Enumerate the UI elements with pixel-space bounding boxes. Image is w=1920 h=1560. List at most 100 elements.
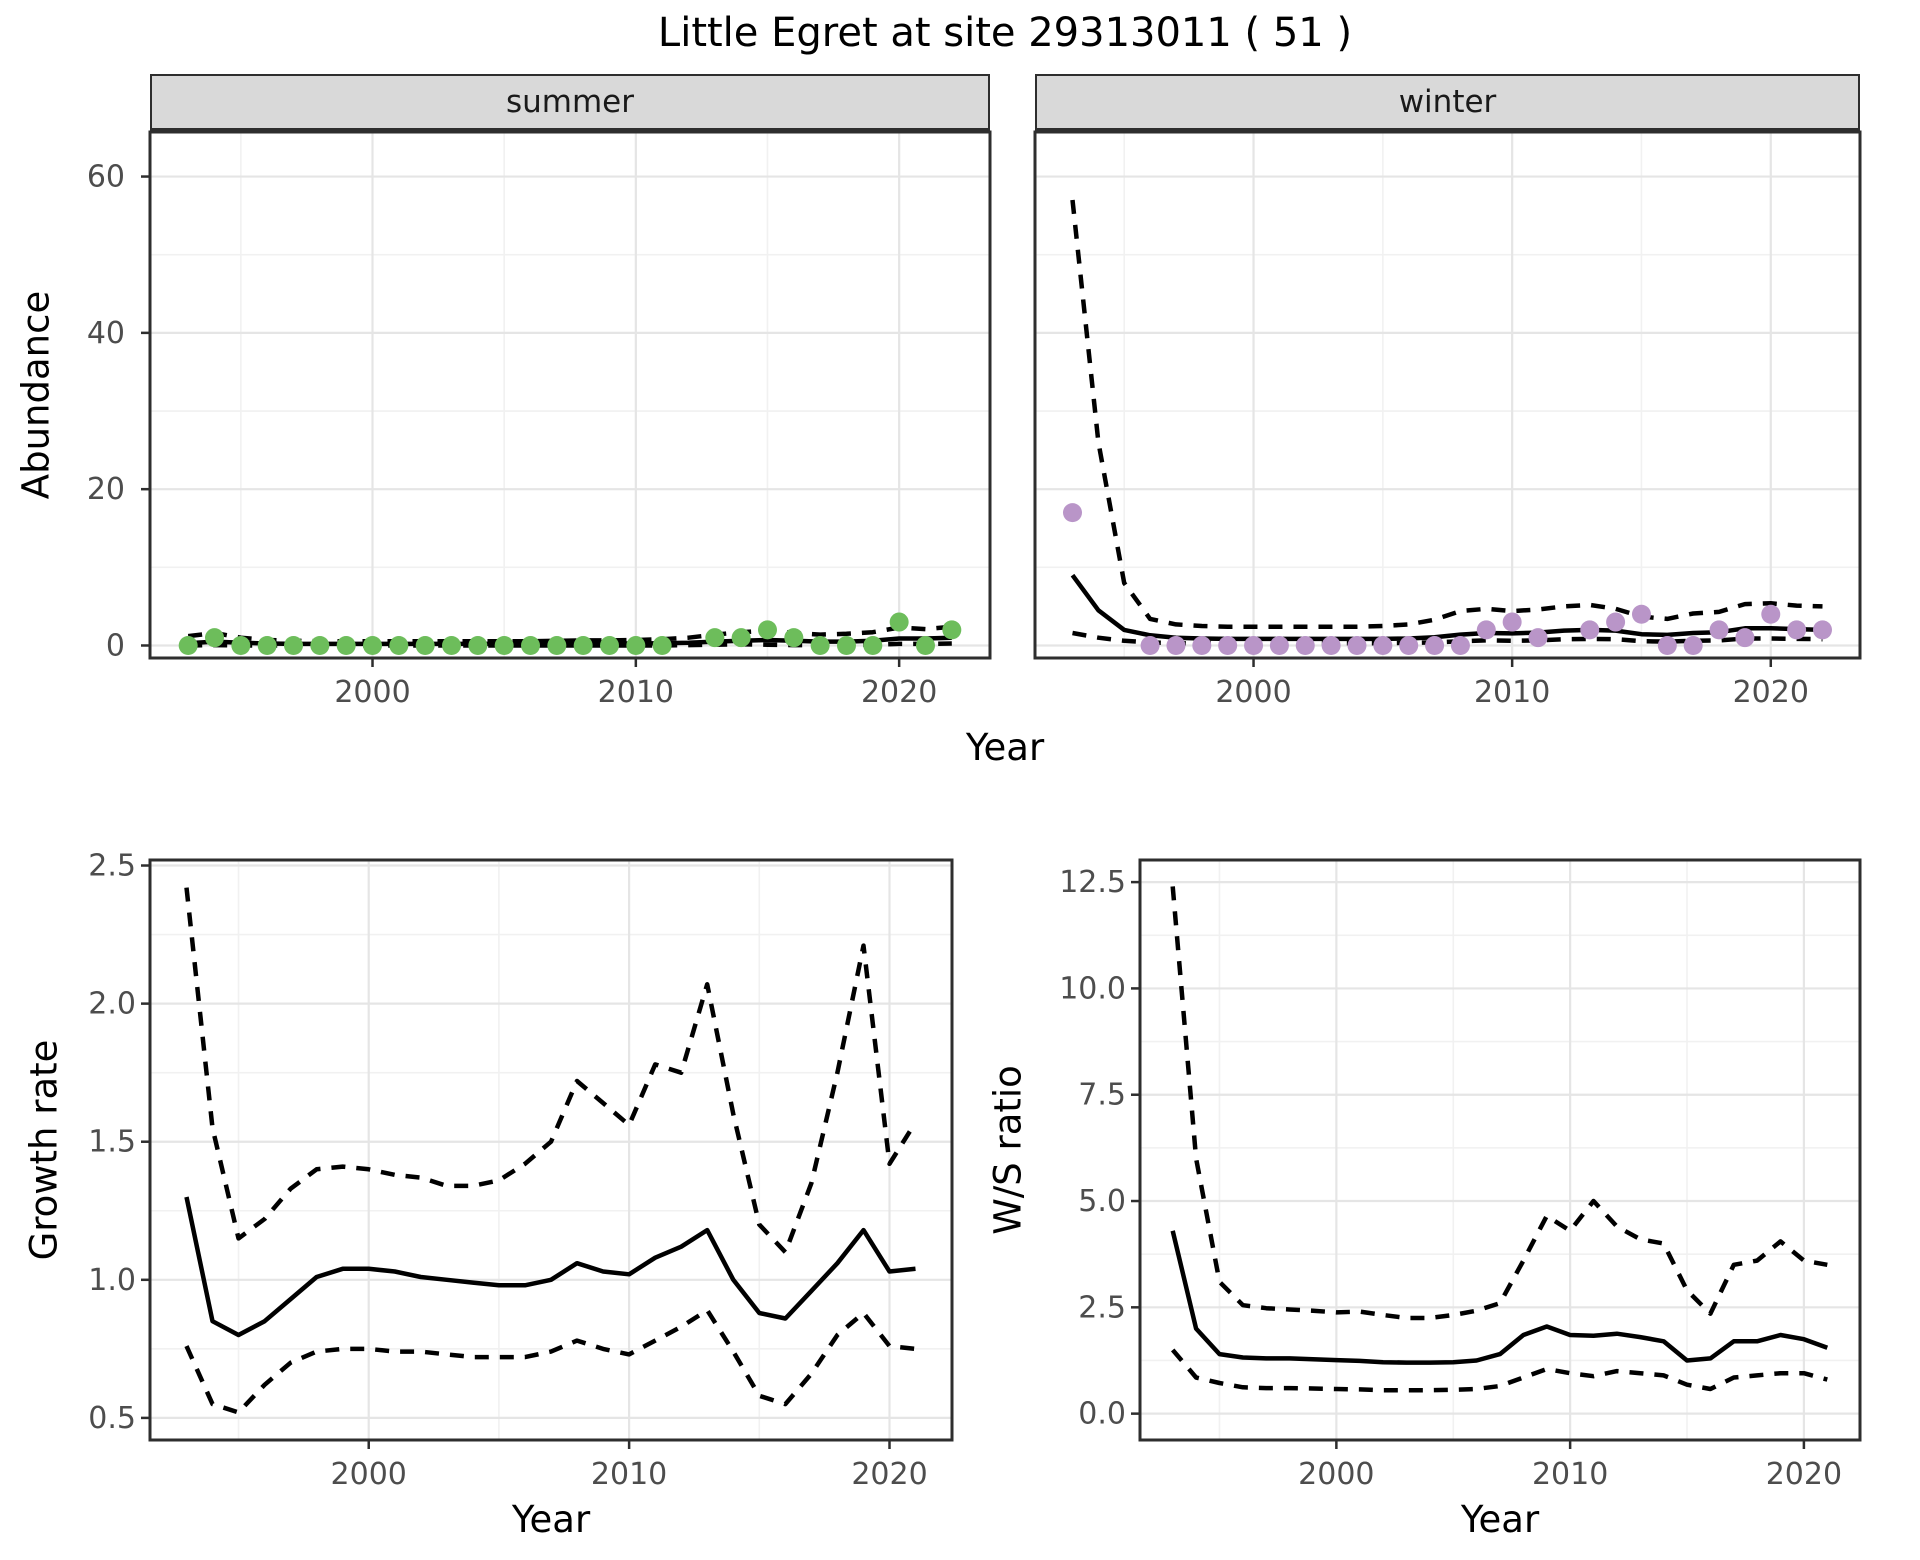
panel-growth_rate: 2000 2010 2020 0.5 1.0 1.5 2.0 2.5	[88, 849, 954, 1492]
data-point	[389, 635, 409, 655]
data-point	[1528, 628, 1548, 648]
x-tick-label: 2020	[851, 1457, 927, 1492]
x-tick-label: 2020	[1766, 1457, 1842, 1492]
data-point	[1450, 635, 1470, 655]
data-point	[442, 635, 462, 655]
data-point	[1631, 604, 1651, 624]
fitted-line	[184, 1196, 916, 1338]
data-point	[784, 628, 804, 648]
axis-ticks: 2000 2010 2020 0.5 1.0 1.5 2.0 2.5	[88, 849, 927, 1492]
data-point	[652, 635, 672, 655]
panel-background	[150, 132, 990, 658]
grid-minor	[150, 860, 952, 1440]
ws-ratio-axis-title: W/S ratio	[986, 1065, 1030, 1235]
data-point	[336, 635, 356, 655]
y-tick-label: 10.0	[1059, 971, 1126, 1006]
panel-border	[148, 130, 992, 660]
data-point	[1347, 635, 1367, 655]
data-point	[1373, 635, 1393, 655]
panel-abundance_winter: 2000 2010 2020	[1033, 130, 1862, 710]
data-point	[415, 635, 435, 655]
y-tick-label: 1.5	[88, 1125, 136, 1160]
data-point	[1425, 635, 1445, 655]
facet-strip-summer-label: summer	[505, 84, 634, 120]
y-tick-label: 2.5	[1078, 1290, 1126, 1325]
data-point	[257, 635, 277, 655]
x-tick-label: 2010	[1474, 675, 1550, 710]
x-tick-label: 2020	[1733, 675, 1809, 710]
grid-major	[1140, 860, 1860, 1440]
data-point	[757, 620, 777, 640]
x-tick-label: 2010	[591, 1457, 667, 1492]
observed-points	[178, 612, 962, 655]
data-point	[284, 635, 304, 655]
fitted-line	[1170, 1230, 1829, 1365]
data-point	[231, 635, 251, 655]
x-tick-label: 2010	[1532, 1457, 1608, 1492]
y-tick-label: 60	[87, 160, 125, 195]
data-point	[1063, 503, 1082, 523]
panel-abundance_summer: 2000 2010 2020 0 20 40 60	[87, 130, 992, 710]
panel-border	[1033, 130, 1862, 660]
grid-minor	[1140, 860, 1860, 1440]
axis-ticks: 2000 2010 2020 0 20 40 60	[87, 160, 938, 710]
data-point	[1321, 635, 1341, 655]
y-tick-label: 0	[106, 628, 125, 663]
data-point	[942, 620, 962, 640]
ci-upper-dashed-line	[1070, 199, 1823, 629]
ws-year-axis-title: Year	[1460, 1498, 1540, 1541]
data-point	[1244, 635, 1264, 655]
data-point	[889, 612, 909, 632]
y-tick-label: 7.5	[1078, 1078, 1126, 1113]
y-tick-label: 12.5	[1059, 865, 1126, 900]
ci-lower-dashed-line	[184, 1307, 916, 1415]
data-point	[205, 628, 225, 648]
data-point	[863, 635, 883, 655]
data-point	[626, 635, 646, 655]
growth-rate-axis-title: Growth rate	[22, 1039, 66, 1261]
observed-points	[1063, 503, 1832, 655]
data-point	[1295, 635, 1315, 655]
data-point	[705, 628, 725, 648]
data-point	[1192, 635, 1212, 655]
facet-strip-winter: winter	[1035, 74, 1860, 132]
x-tick-label: 2000	[334, 675, 410, 710]
data-point	[1735, 628, 1755, 648]
data-point	[915, 635, 935, 655]
panel-background	[150, 860, 952, 1440]
grid-minor	[1035, 132, 1860, 658]
y-tick-label: 40	[87, 316, 125, 351]
data-point	[1787, 620, 1807, 640]
data-point	[1476, 620, 1496, 640]
x-tick-label: 2020	[861, 675, 937, 710]
facet-strip-summer: summer	[150, 74, 990, 132]
y-tick-label: 2.5	[88, 849, 136, 884]
data-point	[1166, 635, 1186, 655]
data-point	[1657, 635, 1677, 655]
panel-background	[1035, 132, 1860, 658]
data-point	[1269, 635, 1289, 655]
y-tick-label: 0.0	[1078, 1397, 1126, 1432]
data-point	[1502, 612, 1522, 632]
data-point	[731, 628, 751, 648]
data-point	[1399, 635, 1419, 655]
x-tick-label: 2000	[1215, 675, 1291, 710]
data-point	[547, 635, 567, 655]
abundance-axis-title: Abundance	[14, 290, 58, 500]
ci-upper-dashed-line	[184, 887, 918, 1255]
panel-ws_ratio: 2000 2010 2020 0.0 2.5 5.0 7.5 10.0 12.5	[1059, 858, 1862, 1492]
data-point	[1709, 620, 1729, 640]
top-year-axis-title: Year	[965, 726, 1045, 769]
data-point	[1140, 635, 1160, 655]
data-point	[573, 635, 593, 655]
data-point	[810, 635, 830, 655]
data-point	[1813, 620, 1832, 640]
x-tick-label: 2000	[1298, 1457, 1374, 1492]
data-point	[310, 635, 330, 655]
data-point	[1761, 604, 1781, 624]
grid-minor	[150, 132, 990, 658]
growth-year-axis-title: Year	[511, 1498, 591, 1541]
data-point	[599, 635, 619, 655]
data-point	[363, 635, 383, 655]
